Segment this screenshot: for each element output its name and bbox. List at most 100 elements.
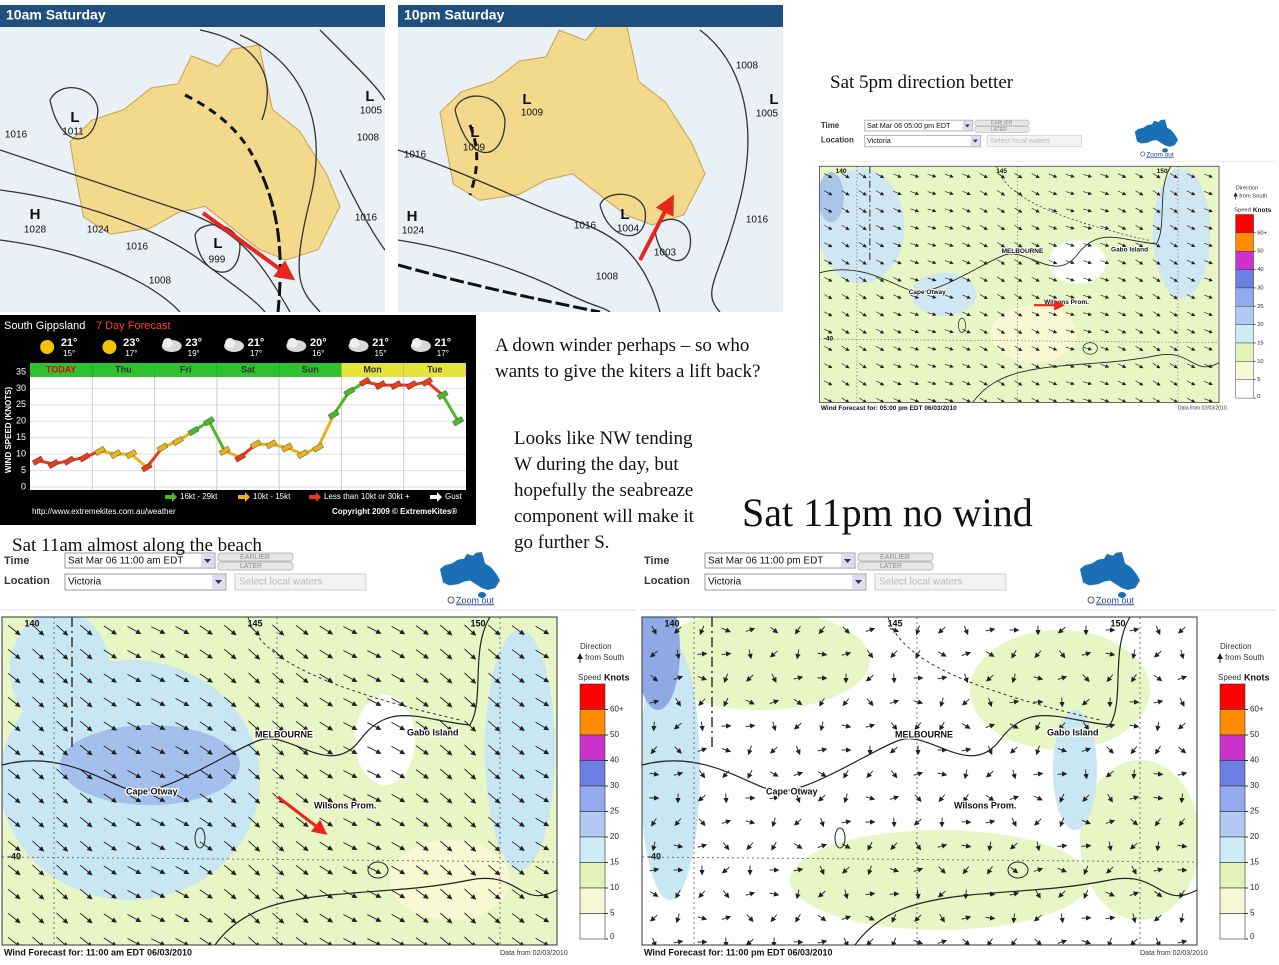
wind-arrow [890,770,898,779]
waters-select[interactable] [874,573,1007,591]
wind-arrow [875,242,885,248]
pressure-label: L [365,88,374,105]
wind-arrow [391,913,406,923]
wind-arrow [1153,867,1164,873]
zoom-link[interactable]: Zoom out [1146,151,1174,158]
wind-arrow [272,888,285,900]
wind-arrow [721,866,730,874]
wind-arrow [1135,328,1144,334]
wind-arrow [793,722,802,730]
earlier-button[interactable] [217,552,294,562]
wind-arrow [1057,626,1066,634]
wind-arrow [464,720,477,732]
weather-icon [349,338,360,348]
wind-arrow [415,889,429,899]
wind-arrow [673,939,684,945]
wind-arrow [1031,173,1040,178]
earlier-button[interactable] [974,119,1030,127]
forecast-time: Wind Forecast for: 11:00 pm EDT 06/03/20… [644,947,833,957]
wind-arrow [866,938,874,945]
wind-panel: Time Sat Mar 06 11:00 am EDT EARLIER LATER L… [0,550,637,962]
wind-arrow [343,794,358,802]
wind-arrow [1083,329,1093,334]
wind-arrow [175,817,190,827]
wind-arrow [997,363,1006,369]
location-select[interactable] [864,134,982,148]
location-select[interactable] [704,573,867,591]
wind-mark [390,380,402,391]
wind-arrow [1179,793,1185,804]
wind-arrow [127,817,142,827]
wind-arrow [1152,224,1161,231]
zoom-link[interactable]: Zoom out [1096,595,1135,605]
wind-arrow [79,936,93,945]
wind-arrow [962,190,971,196]
wind-arrow [272,936,285,945]
time-select[interactable] [864,119,974,132]
wind-arrow [927,364,937,368]
wind-arrow [865,795,876,801]
wind-arrow [175,697,190,707]
wind-arrow [440,624,453,636]
wind-arrow [32,696,45,708]
wind-arrow [1135,276,1144,282]
waters-select[interactable] [986,134,1082,148]
wind-arrow [488,648,501,660]
wind-arrow [199,697,213,707]
speed-zone [790,830,1090,930]
wind-arrow [1177,843,1188,849]
wind-arrow [913,867,924,873]
time-select[interactable] [704,552,856,569]
legend-units: Knots [1244,672,1270,682]
wind-arrow [319,913,334,923]
wind-arrow [722,890,730,899]
waters-select[interactable] [234,573,367,591]
wind-arrow [1083,225,1093,230]
y-tick-label: 30 [16,383,26,393]
isobar [599,193,646,237]
location-select[interactable] [64,573,227,591]
scale-box [1235,250,1254,270]
wind-arrow [464,936,477,945]
wind-mark [405,380,418,391]
later-button[interactable] [857,561,934,571]
wind-arrow [1033,914,1042,922]
zoom-link[interactable]: Zoom out [456,595,495,605]
field-label: Location [821,135,854,144]
field-label: Time [644,555,669,567]
wind-arrow [841,843,851,849]
coastline [2,617,491,792]
earlier-button[interactable] [857,552,934,562]
wind-arrow [32,840,45,852]
waters-value: Select local waters [879,577,962,588]
wind-arrow [722,770,730,778]
wind-arrow [488,720,501,732]
trough [184,93,257,161]
wind-arrow [819,817,825,828]
wind-arrow [1204,208,1213,213]
wind-arrow [1169,259,1178,265]
field-label: Time [821,121,840,130]
wind-arrow [649,795,660,801]
wind-arrow [1178,818,1186,827]
wind-arrow [440,912,453,924]
wind-arrow [927,398,937,403]
later-button[interactable] [974,126,1030,133]
wind-arrow [1186,363,1196,368]
wind-arrow [1204,242,1213,247]
day-high: 20° [310,337,327,349]
scale-label: 10 [610,883,619,892]
wind-arrow [1035,721,1041,731]
wind-arrow [199,649,213,659]
wind-arrow [1117,207,1127,213]
coastline [819,166,1172,293]
later-button[interactable] [217,561,294,571]
wind-arrow [223,840,237,852]
wind-arrow [927,225,937,230]
wind-arrow [488,696,501,708]
time-select[interactable] [64,552,216,569]
wind-arrow [151,698,166,706]
scale-label: 60+ [1257,230,1267,236]
wind-arrow [1135,242,1144,248]
